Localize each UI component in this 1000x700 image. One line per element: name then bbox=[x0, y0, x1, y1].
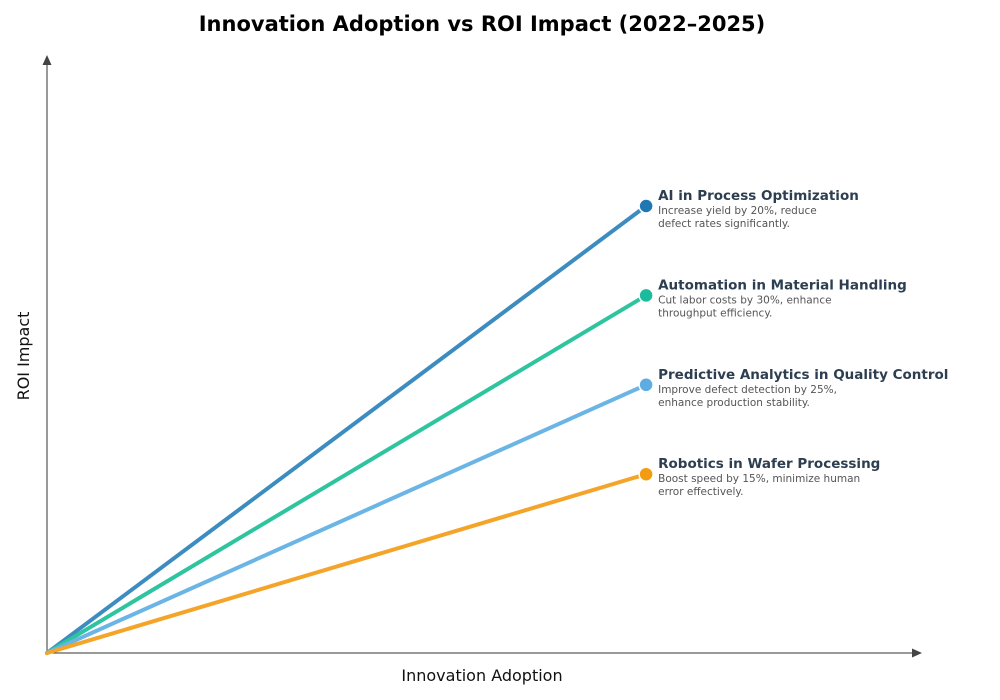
x-axis bbox=[47, 648, 922, 658]
series-end-point bbox=[638, 287, 654, 304]
series-label: Predictive Analytics in Quality Control bbox=[658, 367, 948, 383]
series-line bbox=[45, 382, 649, 655]
y-axis-arrow-icon bbox=[42, 55, 52, 65]
y-axis bbox=[42, 55, 52, 653]
series-end-point bbox=[638, 377, 654, 393]
series-description: error effectively. bbox=[658, 486, 743, 498]
series-label: AI in Process Optimization bbox=[658, 188, 859, 204]
series-line bbox=[45, 293, 649, 655]
series-description: throughput efficiency. bbox=[658, 307, 772, 319]
series-description: defect rates significantly. bbox=[658, 218, 790, 230]
series-2: Predictive Analytics in Quality ControlI… bbox=[45, 367, 948, 655]
series-description: Improve defect detection by 25%, bbox=[658, 384, 837, 396]
chart-title: Innovation Adoption vs ROI Impact (2022–… bbox=[199, 12, 766, 36]
series-end-point bbox=[638, 198, 654, 214]
series-end-point bbox=[638, 466, 654, 482]
series-label: Robotics in Wafer Processing bbox=[658, 456, 880, 472]
x-axis-label: Innovation Adoption bbox=[401, 666, 562, 685]
series-description: enhance production stability. bbox=[658, 397, 810, 409]
series-label: Automation in Material Handling bbox=[658, 277, 907, 293]
series-description: Cut labor costs by 30%, enhance bbox=[658, 294, 831, 306]
series-line bbox=[45, 472, 649, 655]
series-description: Boost speed by 15%, minimize human bbox=[658, 473, 860, 485]
series-line bbox=[45, 204, 649, 655]
series-description: Increase yield by 20%, reduce bbox=[658, 205, 817, 217]
x-axis-arrow-icon bbox=[912, 648, 922, 658]
y-axis-label: ROI Impact bbox=[14, 312, 33, 401]
